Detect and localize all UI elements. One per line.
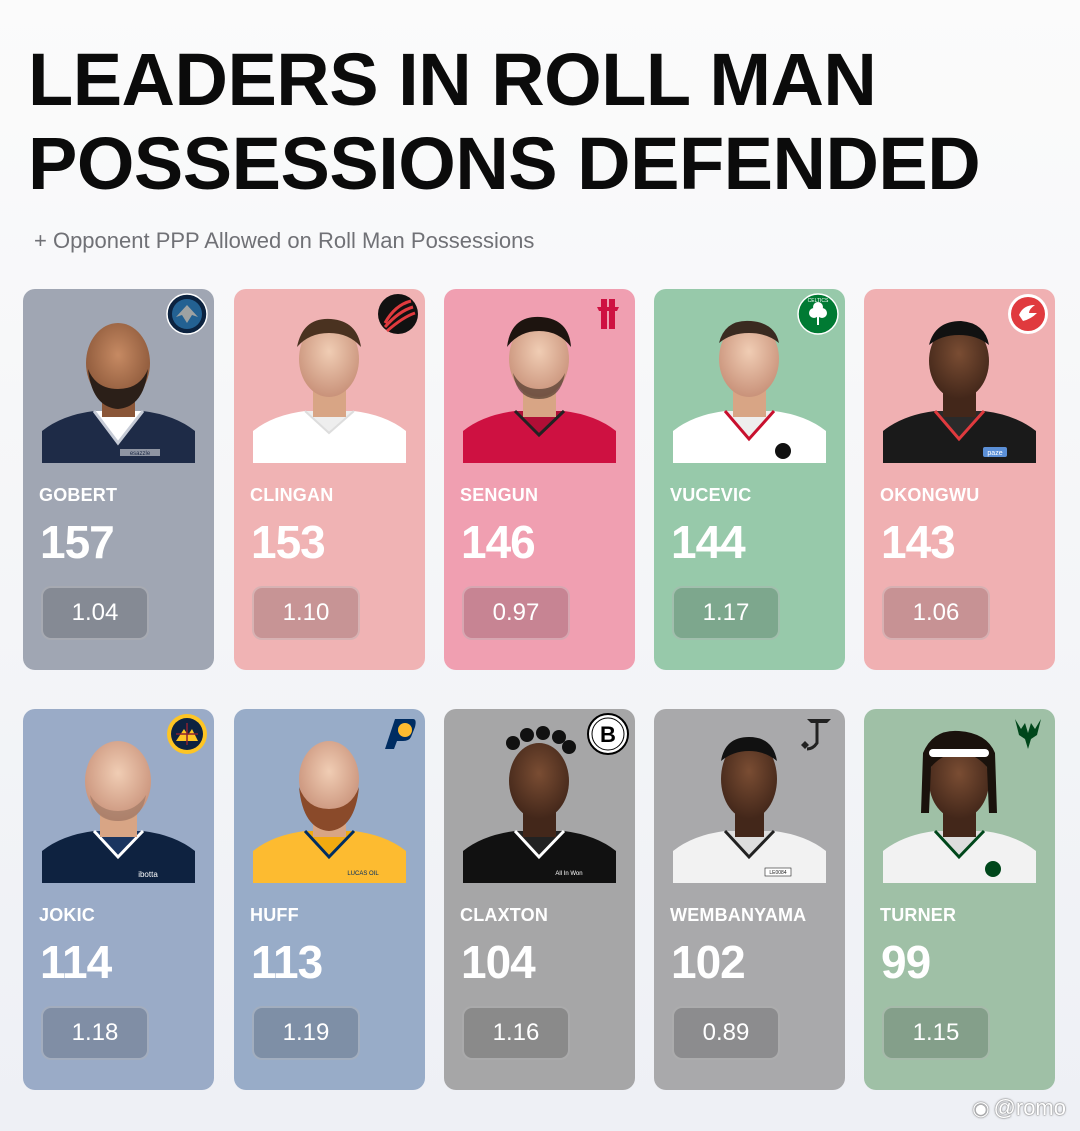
nuggets-logo xyxy=(167,714,207,754)
possessions-value: 99 xyxy=(881,936,931,988)
jersey-sponsor-text: LE0084 xyxy=(769,870,786,876)
jersey-sponsor-text: All In Won xyxy=(555,871,582,877)
player-name: CLINGAN xyxy=(250,485,334,505)
player-name: CLAXTON xyxy=(460,905,549,925)
ppp-badge: 1.19 xyxy=(252,1006,360,1060)
player-photo: LE0084 xyxy=(673,737,826,883)
player-card-gobert: esazzle GOBERT 157 1.04 xyxy=(23,289,214,670)
timberwolves-logo xyxy=(166,293,208,335)
title-line-1: LEADERS IN ROLL MAN xyxy=(28,38,877,121)
player-name: OKONGWU xyxy=(880,485,980,505)
player-photo: esazzle xyxy=(42,323,195,463)
player-card-jokic: ibotta JOKIC 114 1.18 xyxy=(23,709,214,1090)
player-name: VUCEVIC xyxy=(670,485,752,505)
ppp-badge: 1.18 xyxy=(41,1006,149,1060)
player-photo: ibotta xyxy=(42,741,195,883)
possessions-value: 157 xyxy=(40,516,115,568)
ppp-badge: 0.97 xyxy=(462,586,570,640)
title-line-2: POSSESSIONS DEFENDED xyxy=(28,122,981,205)
page-title: LEADERS IN ROLL MAN POSSESSIONS DEFENDED xyxy=(28,38,1058,206)
pacers-logo xyxy=(385,719,416,749)
jersey-sponsor-text: esazzle xyxy=(130,451,151,457)
jersey-sponsor-text: paze xyxy=(987,450,1002,457)
possessions-value: 104 xyxy=(461,936,536,988)
jersey-sponsor-text: LUCAS OIL xyxy=(347,871,379,877)
player-card-turner: TURNER 99 1.15 xyxy=(864,709,1055,1090)
player-card-vucevic: CELTICS VUCEVIC 144 1.17 xyxy=(654,289,845,670)
player-photo: LUCAS OIL xyxy=(253,741,406,883)
spurs-logo xyxy=(801,719,831,751)
player-photo xyxy=(463,316,616,463)
possessions-value: 143 xyxy=(881,516,956,568)
possessions-value: 146 xyxy=(461,516,536,568)
player-photo: paze xyxy=(883,321,1036,463)
rockets-logo xyxy=(597,299,619,329)
player-name: TURNER xyxy=(880,905,957,925)
nets-logo-text: B xyxy=(600,722,616,747)
player-card-huff: LUCAS OIL HUFF 113 1.19 xyxy=(234,709,425,1090)
ppp-badge: 1.04 xyxy=(41,586,149,640)
jersey-sponsor-text: ibotta xyxy=(138,870,158,879)
ppp-badge: 1.17 xyxy=(672,586,780,640)
player-name: HUFF xyxy=(250,905,299,925)
player-name: SENGUN xyxy=(460,485,539,505)
ppp-badge: 1.16 xyxy=(462,1006,570,1060)
possessions-value: 113 xyxy=(251,936,323,988)
player-card-clingan: CLINGAN 153 1.10 xyxy=(234,289,425,670)
trail-blazers-logo xyxy=(378,294,418,334)
hawks-logo xyxy=(1008,294,1048,334)
weibo-icon: ◉ xyxy=(972,1098,990,1120)
player-card-okongwu: paze OKONGWU 143 1.06 xyxy=(864,289,1055,670)
ppp-badge: 1.06 xyxy=(882,586,990,640)
nets-logo: B xyxy=(587,713,629,755)
watermark: ◉ @romo xyxy=(972,1095,1066,1121)
player-photo xyxy=(673,320,826,463)
player-name: WEMBANYAMA xyxy=(670,905,807,925)
possessions-value: 114 xyxy=(40,936,112,988)
player-photo xyxy=(253,318,406,463)
player-name: GOBERT xyxy=(39,485,118,505)
player-card-sengun: SENGUN 146 0.97 xyxy=(444,289,635,670)
ppp-badge: 1.15 xyxy=(882,1006,990,1060)
celtics-logo: CELTICS xyxy=(797,293,839,335)
bucks-logo xyxy=(1015,719,1041,749)
player-card-claxton: All In Won B CLAXTON 104 1.16 xyxy=(444,709,635,1090)
player-photo: All In Won xyxy=(463,726,616,883)
possessions-value: 144 xyxy=(671,516,746,568)
player-name: JOKIC xyxy=(39,905,96,925)
ppp-badge: 1.10 xyxy=(252,586,360,640)
celtics-logo-text: CELTICS xyxy=(808,298,829,304)
page-subtitle: + Opponent PPP Allowed on Roll Man Posse… xyxy=(34,228,535,253)
ppp-badge: 0.89 xyxy=(672,1006,780,1060)
possessions-value: 102 xyxy=(671,936,746,988)
watermark-text: @romo xyxy=(993,1095,1066,1120)
player-photo xyxy=(883,730,1036,883)
possessions-value: 153 xyxy=(251,516,326,568)
player-card-wembanyama: LE0084 WEMBANYAMA 102 0.89 xyxy=(654,709,845,1090)
